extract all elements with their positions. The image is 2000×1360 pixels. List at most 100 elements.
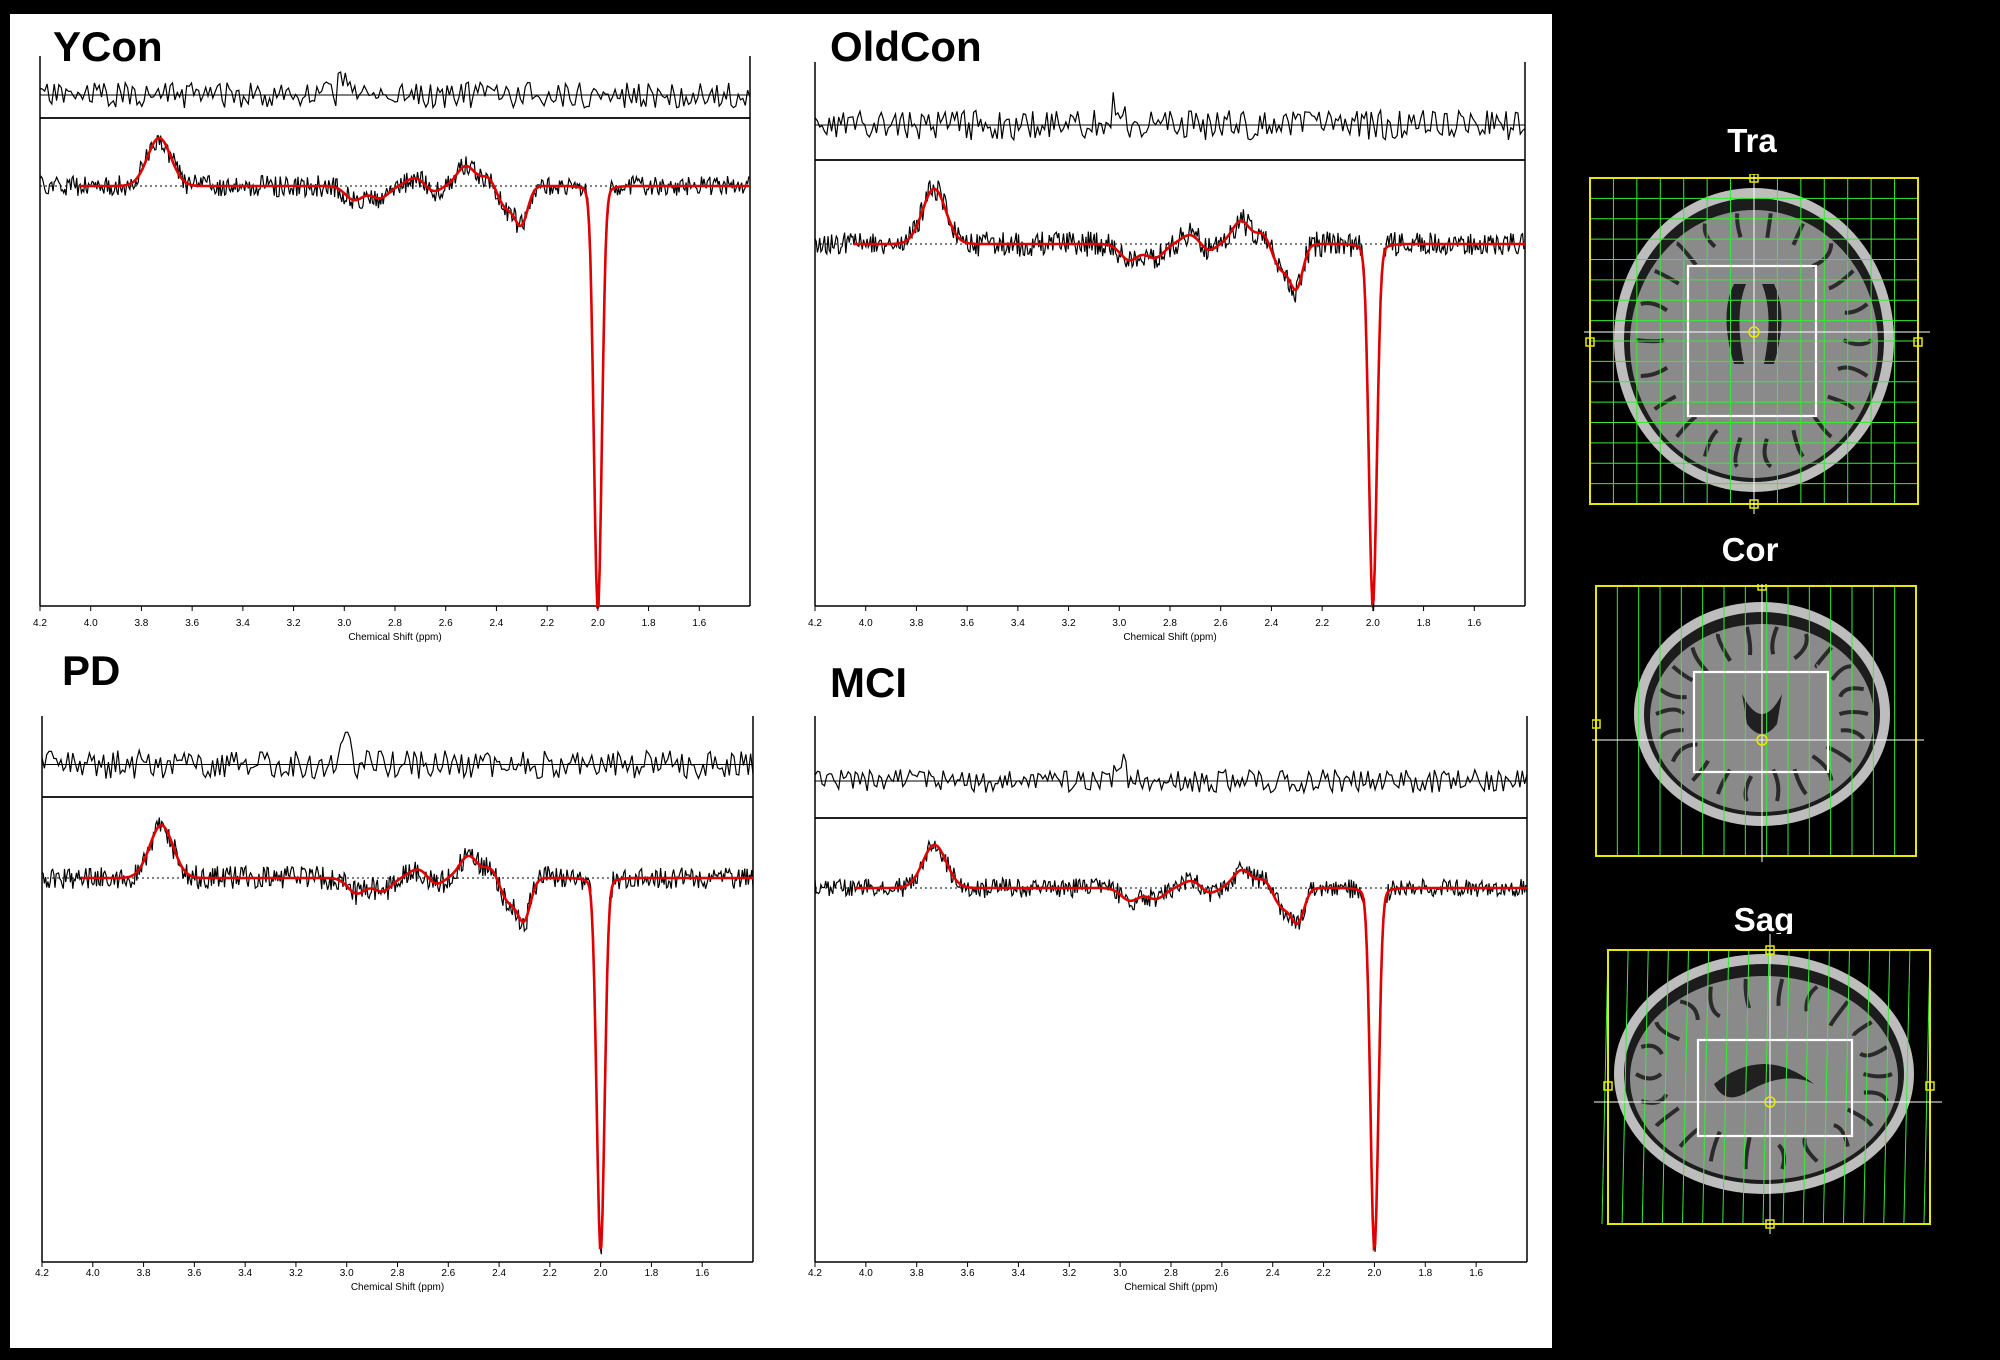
- x-tick-label: 2.0: [1366, 618, 1380, 629]
- spectrum-plot-pd: 4.2 4.0 3.8 3.6 3.4 3.2 3.0 2.8 2.6 2.4 2.2 2.0 1.8 1…: [35, 716, 754, 1293]
- mri-sagittal-view: [1594, 934, 1942, 1234]
- x-tick-label: 2.6: [1215, 1268, 1229, 1279]
- x-tick-label: 4.0: [859, 618, 873, 629]
- grid-line: [1843, 949, 1850, 1225]
- x-tick-label: 4.0: [84, 618, 98, 629]
- sulcus: [1659, 687, 1687, 700]
- mri-label-cor: Cor: [1721, 531, 1779, 568]
- x-tick-label: 3.8: [909, 618, 923, 629]
- sulcus: [1708, 986, 1721, 1019]
- x-tick-label: 2.2: [540, 618, 554, 629]
- x-tick-label: 4.2: [808, 618, 822, 629]
- x-tick-label: 3.4: [236, 618, 250, 629]
- x-tick-label: 3.6: [187, 1268, 201, 1279]
- x-tick-label: 4.2: [35, 1268, 49, 1279]
- spectrum-fit-trace: [81, 823, 753, 1250]
- spectrum-plot-mci: 4.2 4.0 3.8 3.6 3.4 3.2 3.0 2.8 2.6 2.4 2.2 2.0 1.8 1…: [808, 716, 1528, 1293]
- x-tick-label: 1.8: [1417, 618, 1431, 629]
- sulcus: [1679, 999, 1700, 1021]
- sulcus: [1833, 1123, 1850, 1148]
- x-tick-label: 3.0: [337, 618, 351, 629]
- x-tick-label: 3.8: [134, 618, 148, 629]
- fov-handle: [1913, 337, 1923, 347]
- x-tick-label: 2.0: [594, 1268, 608, 1279]
- grid-line: [1883, 949, 1891, 1225]
- fov-handle: [1757, 584, 1767, 591]
- x-tick-label: 1.8: [642, 618, 656, 629]
- panel-title-mci: MCI: [830, 659, 907, 706]
- x-axis-label: Chemical Shift (ppm): [1123, 632, 1216, 643]
- voxel-box: [1692, 670, 1830, 774]
- x-tick-label: 4.2: [808, 1268, 822, 1279]
- sulcus: [1715, 633, 1732, 662]
- x-tick-label: 4.0: [86, 1268, 100, 1279]
- x-tick-label: 3.2: [1062, 1268, 1076, 1279]
- sulcus: [1655, 707, 1686, 716]
- mri-coronal-view: [1592, 584, 1924, 862]
- sulcus: [1844, 302, 1869, 315]
- x-tick-label: 2.4: [1266, 1268, 1280, 1279]
- x-tick-label: 2.6: [441, 1268, 455, 1279]
- x-tick-label: 3.8: [910, 1268, 924, 1279]
- sulcus: [1640, 1043, 1664, 1056]
- sulcus: [1743, 775, 1754, 802]
- fov-frame: [1595, 585, 1917, 857]
- residual-trace: [41, 731, 754, 781]
- x-tick-label: 1.6: [1467, 618, 1481, 629]
- x-tick-label: 3.8: [137, 1268, 151, 1279]
- panel-title-pd: PD: [62, 647, 121, 694]
- residual-trace: [814, 92, 1526, 142]
- grid-line: [1682, 949, 1689, 1225]
- sulcus: [1770, 626, 1779, 655]
- sulcus: [1859, 1045, 1888, 1058]
- x-tick-label: 2.4: [492, 1268, 506, 1279]
- x-tick-label: 1.6: [1469, 1268, 1483, 1279]
- sulcus: [1776, 978, 1785, 1007]
- sulcus: [1827, 394, 1855, 411]
- sulcus: [1653, 268, 1680, 286]
- sulcus: [1828, 1000, 1850, 1027]
- grid-line: [1903, 949, 1911, 1225]
- fov-handle: [1585, 337, 1595, 347]
- x-tick-label: 3.4: [1011, 1268, 1025, 1279]
- x-tick-label: 2.8: [1163, 618, 1177, 629]
- x-axis-label: Chemical Shift (ppm): [351, 1282, 444, 1293]
- x-axis-label: Chemical Shift (ppm): [1124, 1282, 1217, 1293]
- mri-axial-view: [1584, 174, 1930, 514]
- sulcus: [1791, 429, 1805, 458]
- spectrum-fit-trace: [79, 136, 750, 610]
- grid-line: [1802, 949, 1810, 1225]
- sulcus: [1640, 365, 1669, 379]
- x-tick-label: 2.0: [591, 618, 605, 629]
- spectrum-plot-oldcon: 4.2 4.0 3.8 3.6 3.4 3.2 3.0 2.8 2.6 2.4 2.2 2.0 1.8 1…: [808, 62, 1526, 643]
- sulcus: [1851, 1020, 1873, 1037]
- voxel-center-marker: [1756, 734, 1768, 746]
- spectrum-fit-trace: [854, 187, 1525, 609]
- grid-line: [1702, 949, 1710, 1225]
- sulcus: [1812, 414, 1833, 439]
- grid-line: [1762, 949, 1770, 1225]
- x-tick-label: 2.0: [1367, 1268, 1381, 1279]
- grid-line: [1782, 949, 1790, 1225]
- sulcus: [1830, 664, 1852, 681]
- x-tick-label: 2.2: [1317, 1268, 1331, 1279]
- x-tick-label: 2.6: [1214, 618, 1228, 629]
- fov-handle: [1749, 174, 1759, 183]
- sulcus: [1777, 1143, 1787, 1170]
- fov-handle: [1592, 719, 1601, 729]
- sulcus: [1654, 1106, 1680, 1128]
- grid-line: [1863, 949, 1871, 1225]
- x-tick-label: 2.2: [543, 1268, 557, 1279]
- spectrum-data-trace: [814, 839, 1528, 1252]
- sulcus: [1654, 1021, 1681, 1042]
- sulcus: [1791, 222, 1805, 246]
- grid-line: [1641, 949, 1649, 1225]
- grid-line: [1742, 949, 1750, 1225]
- x-tick-label: 3.4: [1011, 618, 1025, 629]
- residual-trace: [814, 753, 1528, 795]
- sulcus: [1837, 365, 1869, 378]
- sulcus: [1840, 728, 1866, 741]
- x-tick-label: 2.8: [391, 1268, 405, 1279]
- x-tick-label: 4.0: [859, 1268, 873, 1279]
